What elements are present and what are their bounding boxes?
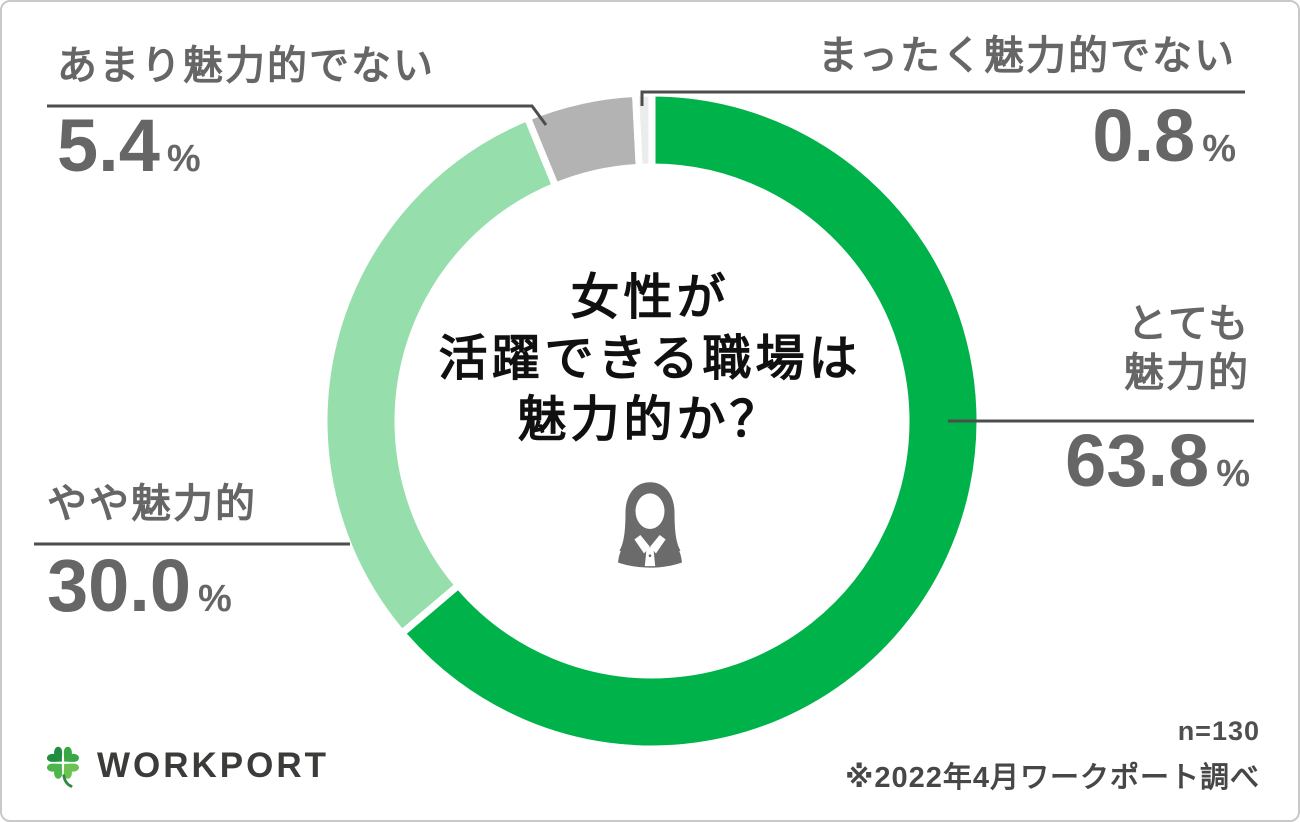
donut-segment-3	[631, 89, 656, 171]
sample-size: n=130	[1177, 716, 1260, 746]
percent-unit: %	[1202, 127, 1236, 170]
donut-segment-0	[396, 89, 984, 753]
percent-unit: %	[1216, 452, 1250, 495]
leader-line-not-at-all	[640, 90, 1245, 106]
callout-not-at-all-attractive: まったく魅力的でない 0.8%	[818, 32, 1236, 173]
callout-not-very-attractive: あまり魅力的でない 5.4%	[57, 42, 435, 183]
segment-value: 63.8%	[1065, 418, 1250, 502]
brand-name: WORKPORT	[97, 746, 330, 785]
segment-label: とても 魅力的	[1124, 302, 1250, 395]
callout-somewhat-attractive: やや魅力的 30.0%	[47, 480, 257, 623]
segment-label: あまり魅力的でない	[57, 44, 435, 88]
callout-very-attractive: とても 魅力的 63.8%	[1065, 300, 1250, 498]
source-note: ※2022年4月ワークポート調べ	[845, 762, 1260, 794]
clover-icon	[46, 746, 80, 788]
brand-logo: WORKPORT	[42, 742, 329, 790]
chart-question-title: 女性が 活躍できる職場は 魅力的か？	[438, 271, 862, 447]
donut-slices	[320, 89, 984, 753]
segment-value: 30.0%	[47, 543, 232, 627]
segment-label: やや魅力的	[47, 482, 257, 526]
segment-value: 5.4%	[57, 103, 201, 187]
chart-meta: n=130 ※2022年4月ワークポート調べ	[845, 716, 1260, 796]
segment-label: まったく魅力的でない	[817, 34, 1236, 78]
percent-unit: %	[166, 137, 201, 180]
woman-icon	[612, 480, 688, 584]
leader-lines	[34, 90, 1254, 546]
leader-line-not-very	[47, 104, 548, 126]
percent-unit: %	[198, 577, 232, 620]
segment-value: 0.8%	[1092, 93, 1236, 177]
